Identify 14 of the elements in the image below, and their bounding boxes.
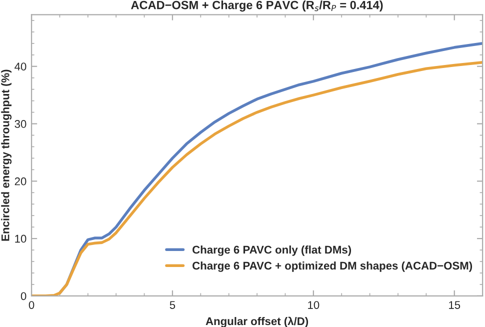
y-tick-label: 20 [14,177,26,186]
y-tick-label: 0 [20,292,26,300]
x-tick-label: 5 [170,301,176,309]
legend-label: Charge 6 PAVC only (flat DMs) [192,246,352,256]
y-axis-title: Encircled energy throughput (%) [1,70,12,241]
chart-title: ACAD−OSM + Charge 6 PAVC (R$_{s}$/R$_{P}$ = 0.414) [131,0,383,12]
y-tick-label: 40 [14,62,26,71]
x-axis-title: Angular offset (λ/D) [206,316,308,327]
x-tick-label: 0 [28,301,34,309]
y-tick-label: 10 [15,234,26,243]
legend-label: Charge 6 PAVC + optimized DM shapes (ACAD−OSM) [192,261,472,272]
x-tick-label: 15 [449,301,460,309]
y-tick-label: 30 [14,120,26,128]
x-tick-label: 10 [308,301,320,309]
